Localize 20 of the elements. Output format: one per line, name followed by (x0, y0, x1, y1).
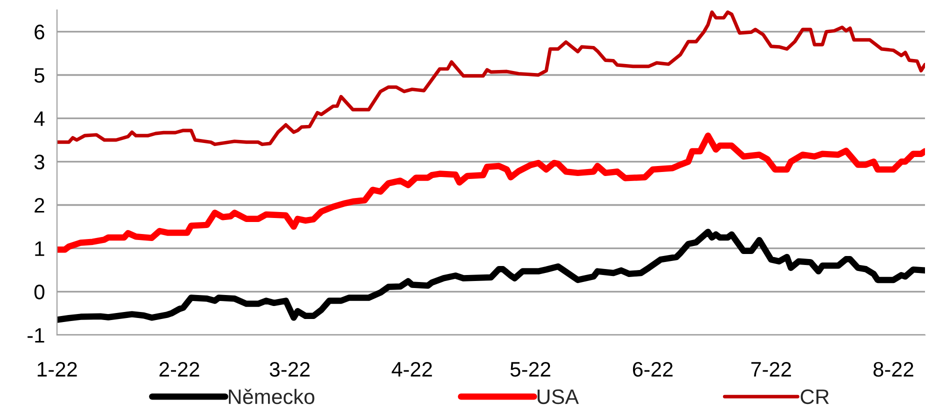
legend-label: CR (800, 389, 829, 404)
y-tick-label: 5 (34, 68, 44, 83)
y-tick-label: 6 (34, 24, 44, 40)
y-tick-label: 2 (34, 198, 44, 213)
legend-label: Německo (228, 388, 314, 404)
x-tick-label: 2-22 (160, 362, 200, 376)
y-tick-label: 4 (34, 112, 45, 126)
x-tick-label: 8-22 (873, 362, 914, 377)
x-tick-label: 6-22 (632, 362, 673, 377)
x-tick-label: 3-22 (270, 362, 310, 377)
x-tick-label: 1-22 (38, 362, 77, 376)
x-tick-label: 5-22 (510, 362, 550, 377)
x-tick-label: 4-22 (392, 362, 432, 376)
y-tick-label: 0 (34, 284, 44, 300)
legend-label: USA (538, 389, 579, 404)
y-tick-label: -1 (28, 328, 44, 343)
y-tick-label: 3 (34, 154, 44, 170)
x-tick-label: 7-22 (751, 362, 791, 376)
line-series (57, 10, 925, 146)
y-tick-label: 1 (35, 242, 44, 256)
